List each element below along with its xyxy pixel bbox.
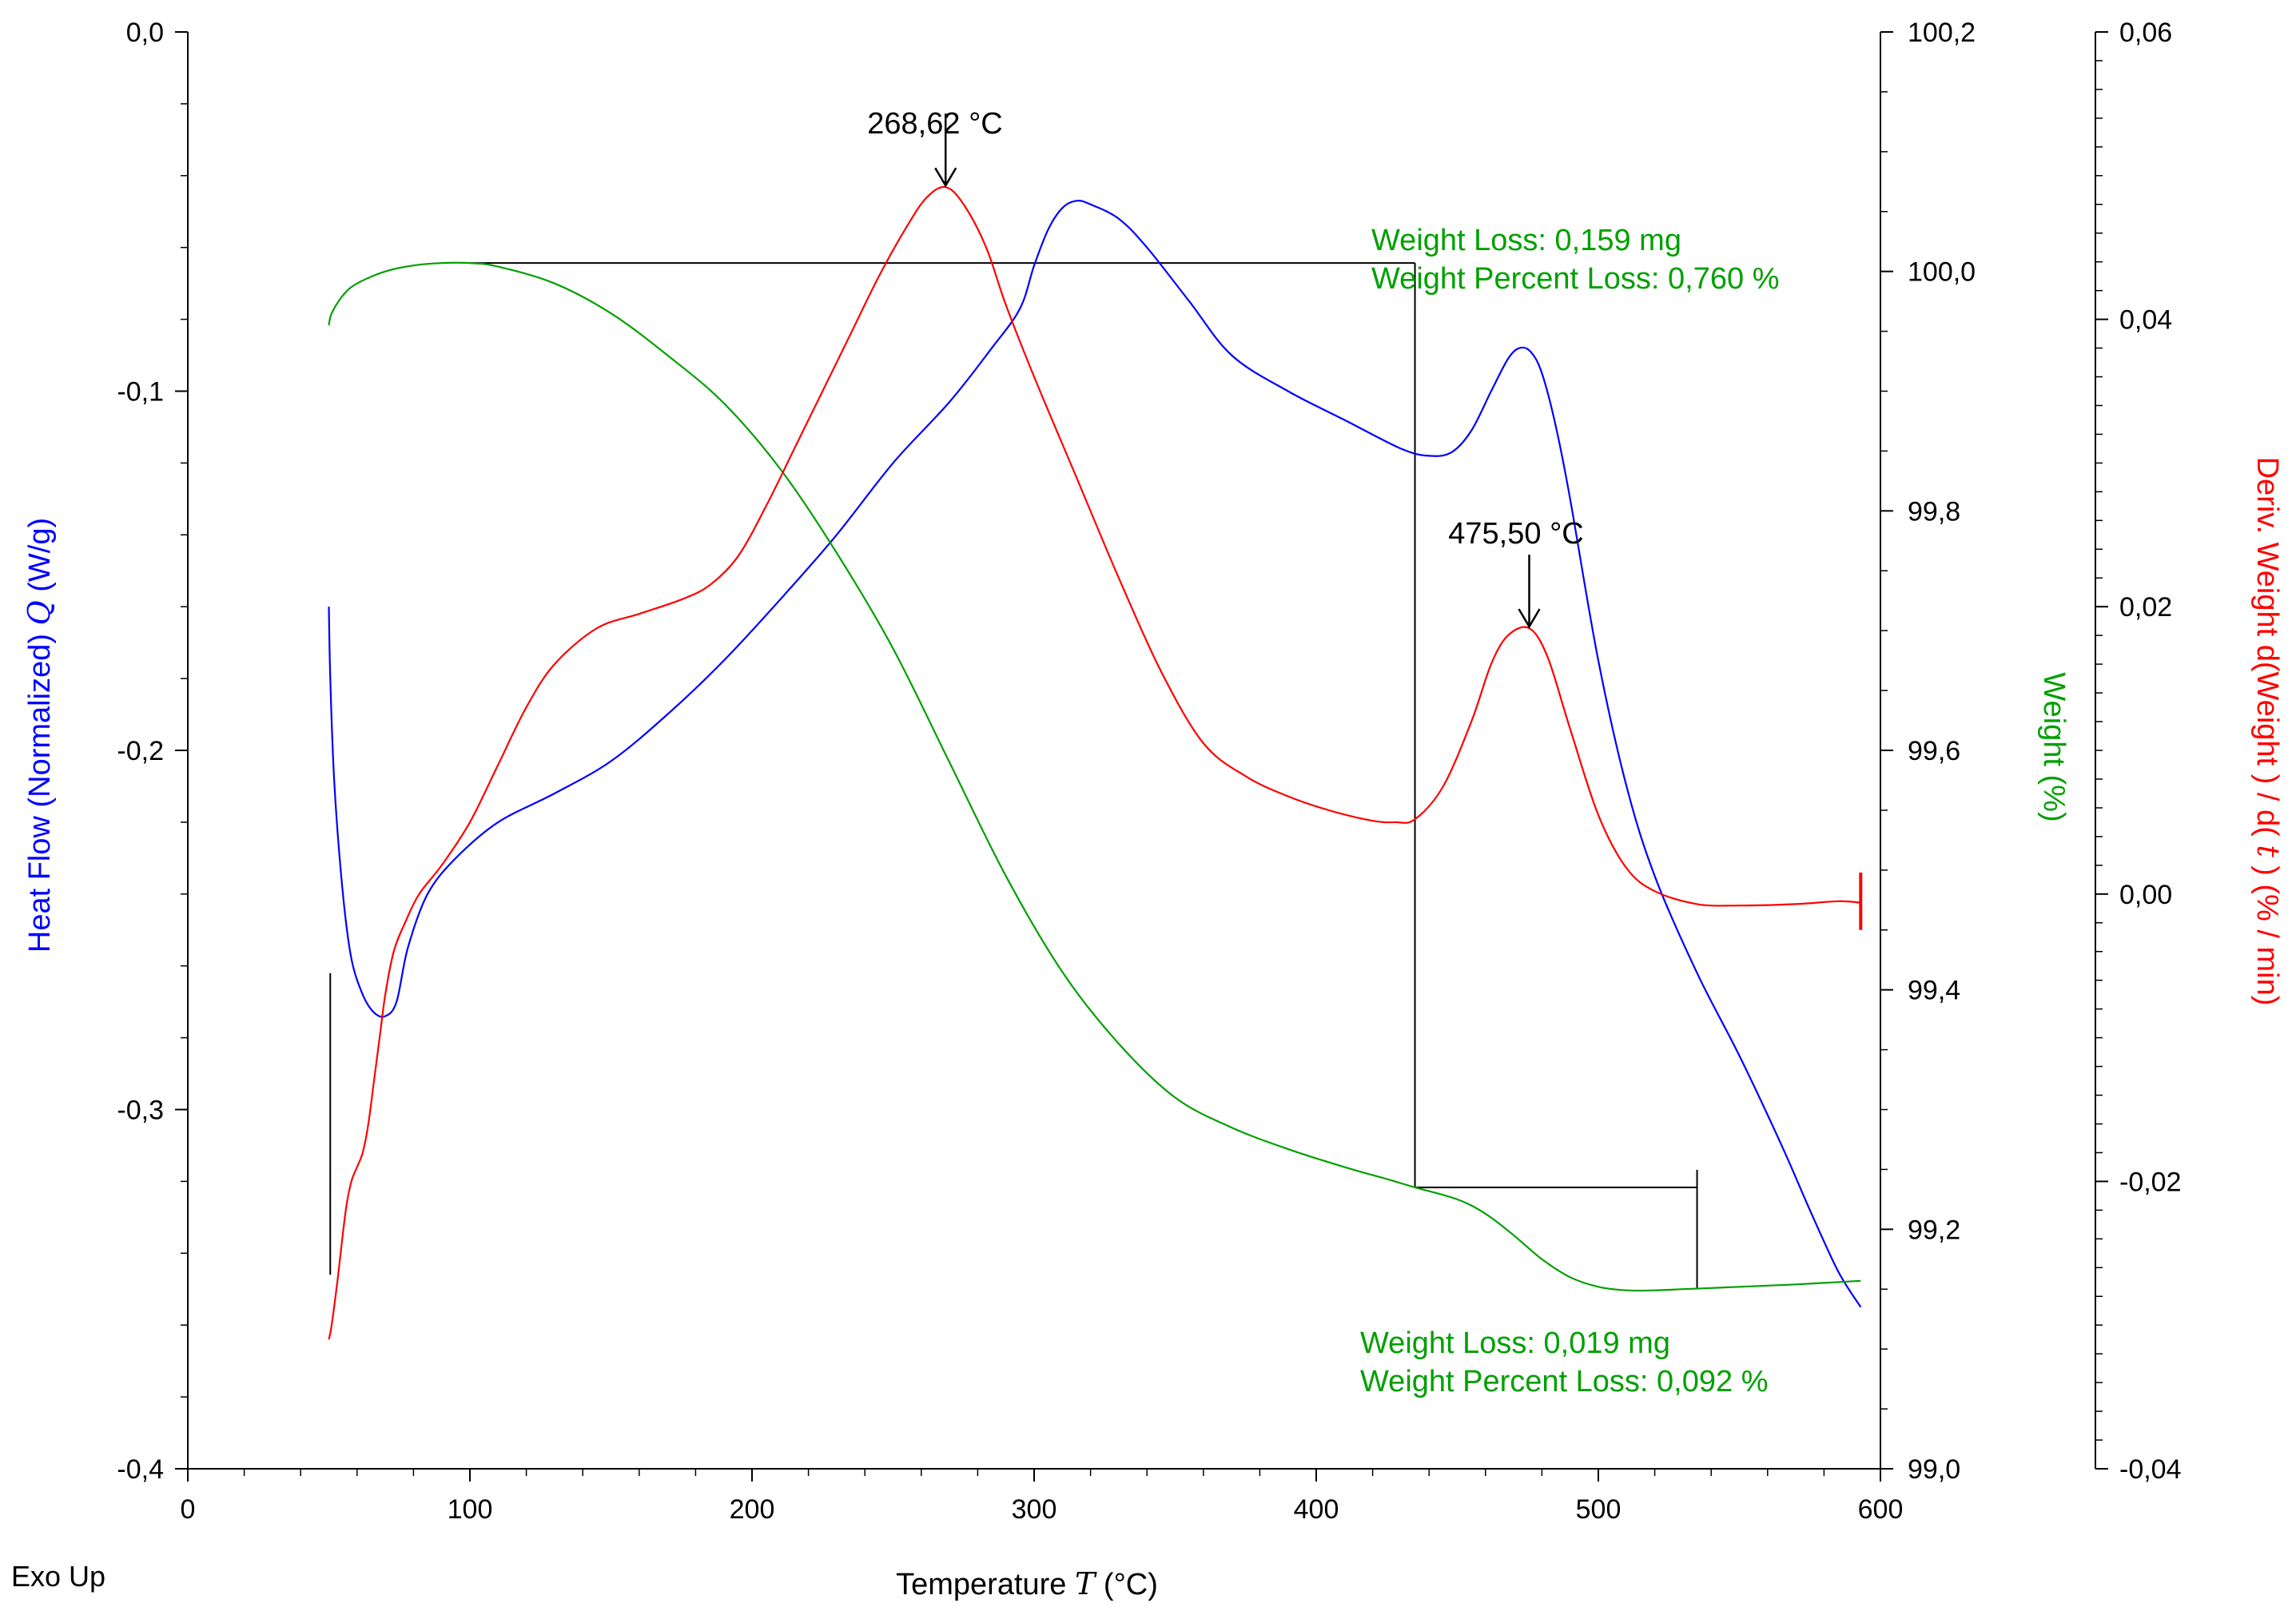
y-mid-tick-label: 99,0 [1908,1454,1960,1485]
loss1-percent-loss-text: Weight Percent Loss: 0,760 % [1371,262,1779,296]
y-mid-tick-label: 100,0 [1908,257,1976,288]
peak2-arrow-head [1518,608,1541,629]
x-tick-label: 500 [1576,1494,1622,1525]
y-mid-tick-label: 100,2 [1908,18,1976,48]
y-mid-tick-label: 99,2 [1908,1215,1960,1245]
x-axis-title: Temperature T (°C) [896,1566,1158,1601]
y-right-tick-label: 0,06 [2119,18,2172,48]
y-right-tick-label: 0,02 [2119,592,2172,623]
x-tick-label: 0 [181,1494,196,1525]
y-mid-tick-label: 99,6 [1908,736,1960,766]
peak1-label: 268,62 °C [867,107,1002,141]
y-mid-tick-label: 99,4 [1908,976,1960,1006]
y-left-tick-label: -0,1 [117,377,164,408]
peak-arrows [934,113,1541,629]
y-right-tick-label: 0,00 [2119,880,2172,910]
exo-up-label: Exo Up [11,1560,105,1593]
y-right-tick-label: -0,04 [2119,1454,2182,1485]
loss1-weight-loss-text: Weight Loss: 0,159 mg [1371,224,1681,257]
series-deriv-weight-line [328,185,1861,1340]
x-tick-label: 100 [448,1494,493,1525]
x-tick-label: 300 [1012,1494,1057,1525]
series-heat-flow-line [328,200,1862,1308]
loss2-weight-loss-text: Weight Loss: 0,019 mg [1360,1327,1670,1360]
y-mid-axis-title: Weight (%) [2037,672,2071,821]
y-mid-tick-label: 99,8 [1908,496,1960,527]
x-tick-label: 600 [1858,1494,1904,1525]
weight-step-markers [329,262,1863,1289]
y-left-axis-title: Heat Flow (Normalized) Q (W/g) [22,518,57,953]
x-tick-label: 200 [730,1494,775,1525]
y-left-tick-label: 0,0 [126,18,164,48]
peak1-arrow-head [934,167,957,188]
y-right-tick-label: -0,02 [2119,1167,2182,1197]
peak2-label: 475,50 °C [1448,517,1583,551]
axis-tick-labels: 0 100 200 300 400 500 600 0,0 -0,1 -0,2 -0,3 -0,4 10… [117,18,2181,1525]
y-left-tick-label: -0,3 [117,1096,164,1126]
y-left-tick-label: -0,2 [117,736,164,766]
loss2-percent-loss-text: Weight Percent Loss: 0,092 % [1360,1365,1768,1398]
y-right-axis-title: Deriv. Weight d(Weight ) / d( t ) (% / m… [2250,457,2286,1006]
series-weight-line [328,261,1861,1292]
y-right-tick-label: 0,04 [2119,305,2172,336]
axis-ticks [175,31,2108,1482]
y-left-tick-label: -0,4 [117,1454,164,1485]
x-tick-label: 400 [1294,1494,1339,1525]
